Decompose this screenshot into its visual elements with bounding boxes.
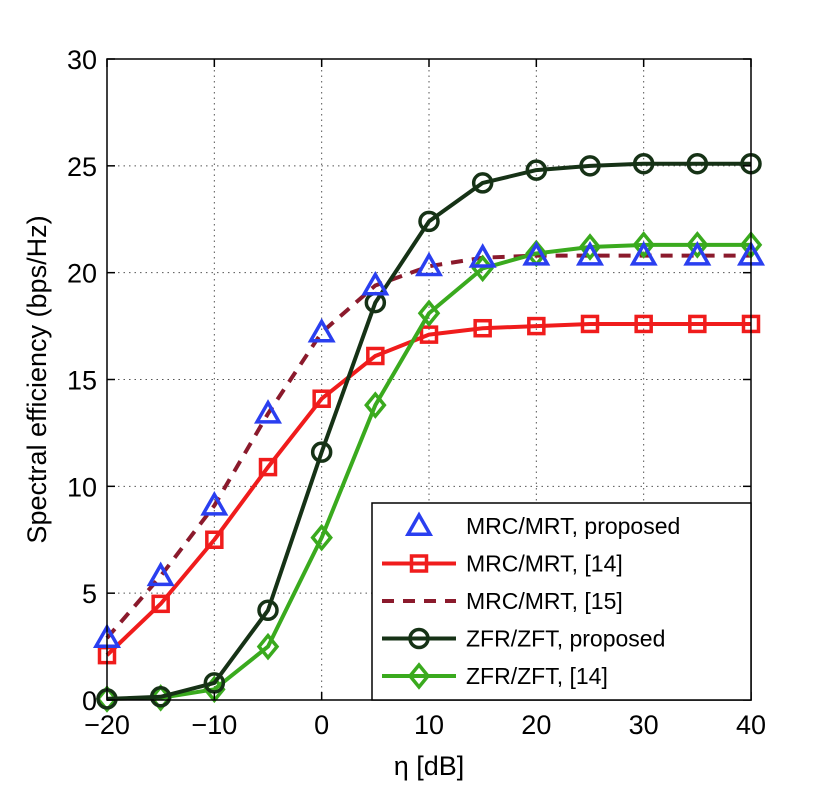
x-tick-label: 10: [414, 710, 444, 740]
series-0: [92, 241, 766, 649]
data-point: [683, 241, 712, 266]
legend-entry: MRC/MRT, [15]: [382, 588, 623, 614]
x-tick-label: 20: [521, 710, 551, 740]
data-point: [578, 233, 602, 261]
y-tick-label: 5: [82, 579, 97, 609]
legend-entry: ZFR/ZFT, proposed: [382, 626, 665, 652]
y-tick-label: 10: [67, 472, 97, 502]
data-point: [417, 299, 441, 328]
axis-ticks: −20 −10 0 10 20 30 40 0 5 10 15 20 25 30: [67, 45, 766, 740]
y-tick-label: 15: [67, 366, 97, 396]
data-point: [312, 389, 331, 408]
data-point: [366, 346, 385, 366]
y-tick-label: 25: [67, 152, 97, 182]
data-point: [471, 172, 494, 194]
legend-label: ZFR/ZFT, [14]: [466, 663, 608, 689]
data-point: [146, 561, 175, 587]
series-line: [105, 321, 751, 657]
data-point: [256, 632, 280, 661]
plot-series: [92, 152, 766, 713]
data-point: [258, 457, 278, 477]
data-point: [310, 523, 333, 552]
series-line: [106, 161, 751, 701]
data-point: [205, 530, 224, 549]
data-point: [200, 491, 229, 516]
legend-label: ZFR/ZFT, proposed: [466, 626, 665, 652]
data-point: [418, 210, 440, 233]
data-point: [414, 251, 444, 277]
data-point: [95, 685, 119, 713]
legend-entry: MRC/MRT, [14]: [382, 551, 623, 577]
data-point: [629, 241, 658, 266]
x-tick-label: 0: [314, 710, 329, 740]
data-point: [688, 314, 707, 334]
x-axis-label: η [dB]: [394, 751, 465, 781]
legend-label: MRC/MRT, proposed: [466, 513, 680, 539]
data-point: [307, 317, 336, 343]
legend-marker: [407, 662, 431, 690]
data-point: [468, 243, 497, 268]
y-tick-label: 20: [67, 259, 97, 289]
data-point: [361, 270, 390, 296]
legend-marker: [409, 554, 429, 573]
data-point: [364, 391, 387, 419]
legend: MRC/MRT, proposed MRC/MRT, [14] MRC/MRT, […: [371, 502, 752, 701]
data-point: [310, 441, 333, 463]
x-tick-label: 30: [629, 710, 659, 740]
data-point: [419, 325, 439, 344]
data-point: [632, 152, 655, 175]
y-tick-label: 30: [67, 45, 97, 75]
data-point: [257, 599, 279, 622]
x-tick-label: −20: [84, 710, 130, 740]
data-point: [253, 399, 283, 424]
data-point: [527, 316, 546, 336]
data-point: [632, 231, 655, 259]
data-point: [203, 672, 226, 694]
data-point: [575, 241, 605, 266]
data-point: [579, 155, 601, 177]
x-tick-label: −10: [191, 710, 237, 740]
legend-entry: MRC/MRT, proposed: [404, 511, 680, 539]
data-point: [686, 231, 709, 259]
x-tick-label: 40: [736, 710, 766, 740]
legend-marker: [404, 511, 434, 536]
data-point: [634, 314, 653, 334]
data-point: [686, 152, 709, 175]
data-point: [149, 686, 172, 708]
data-point: [473, 318, 492, 338]
data-point: [525, 159, 548, 181]
legend-label: MRC/MRT, [14]: [466, 551, 623, 577]
data-point: [522, 241, 551, 266]
data-point: [580, 314, 600, 334]
data-point: [151, 594, 170, 614]
legend-entry: ZFR/ZFT, [14]: [382, 662, 608, 690]
y-tick-label: 0: [82, 686, 97, 716]
legend-label: MRC/MRT, [15]: [466, 588, 623, 614]
legend-marker: [408, 627, 430, 650]
y-axis-label: Spectral efficiency (bps/Hz): [22, 215, 52, 543]
